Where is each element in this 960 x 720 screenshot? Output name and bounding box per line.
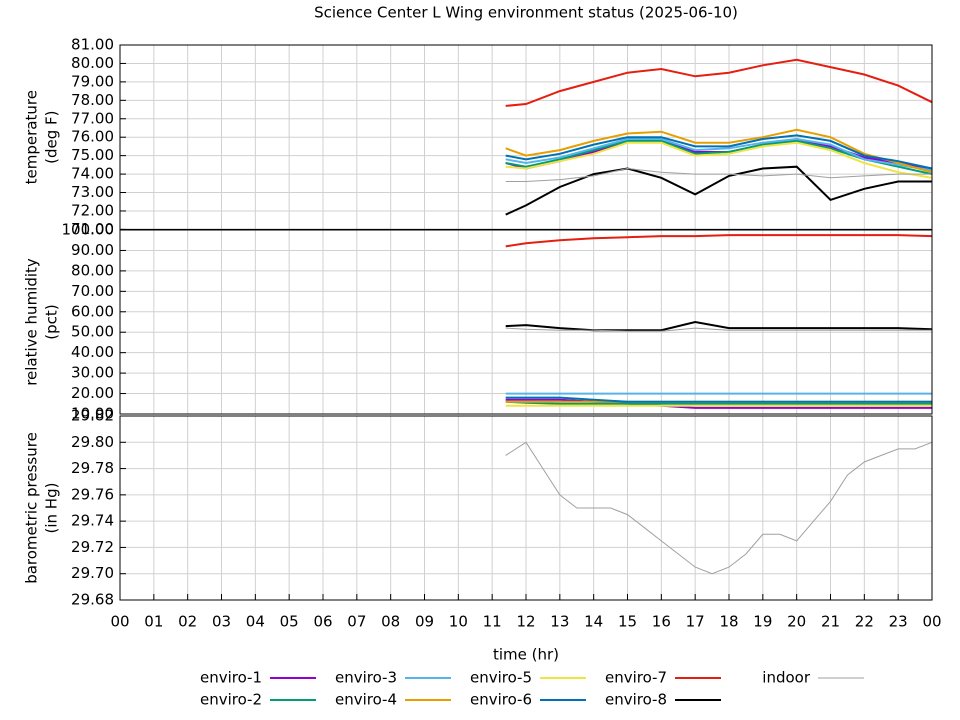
y-tick-label: 100.00: [62, 221, 115, 239]
plot-frame: [119, 229, 933, 415]
y-tick-label: 75.00: [71, 146, 114, 164]
y-tick-label: 74.00: [71, 165, 114, 183]
x-tick-label: 09: [415, 613, 434, 631]
y-tick-label: 71.00: [71, 220, 114, 238]
series-line: [505, 320, 933, 332]
y-tick-label: 80.00: [71, 261, 114, 279]
series-line: [505, 141, 933, 179]
x-tick-label: 03: [212, 613, 231, 631]
x-tick-label: 05: [280, 613, 299, 631]
y-tick-label: 40.00: [71, 343, 114, 361]
legend-label: enviro-7: [605, 669, 667, 687]
x-tick-label: 11: [483, 613, 502, 631]
series-line: [505, 234, 933, 248]
series-line: [505, 400, 932, 405]
x-tick-label: 16: [652, 613, 671, 631]
y-tick-label: 50.00: [71, 323, 114, 341]
legend-label: enviro-6: [470, 691, 532, 709]
series-line: [505, 441, 933, 575]
y-tick-label: 81.00: [71, 36, 114, 54]
y-tick-label: 76.00: [71, 128, 114, 146]
x-tick-label: 07: [347, 613, 366, 631]
y-tick-label: 78.00: [71, 91, 114, 109]
legend-label: enviro-8: [605, 691, 667, 709]
x-tick-label: 13: [550, 613, 569, 631]
x-tick-label: 06: [313, 613, 332, 631]
series-line: [505, 128, 933, 174]
y-tick-label: 77.00: [71, 109, 114, 127]
y-axis-label: (in Hg): [43, 483, 61, 534]
y-tick-label: 72.00: [71, 201, 114, 219]
x-tick-label: 20: [787, 613, 806, 631]
y-axis-label: relative humidity: [23, 258, 41, 386]
y-tick-label: 29.70: [71, 564, 114, 582]
x-tick-label: 22: [855, 613, 874, 631]
x-tick-label: 18: [719, 613, 738, 631]
legend-label: indoor: [762, 669, 811, 687]
x-tick-label: 01: [144, 613, 163, 631]
x-tick-label: 15: [618, 613, 637, 631]
y-tick-label: 29.78: [71, 459, 114, 477]
x-tick-label: 04: [246, 613, 265, 631]
x-tick-label: 00: [922, 613, 941, 631]
series-line: [505, 58, 933, 107]
x-tick-label: 10: [449, 613, 468, 631]
series-line: [505, 165, 932, 216]
y-tick-label: 30.00: [71, 364, 114, 382]
x-tick-label: 12: [516, 613, 535, 631]
x-tick-label: 21: [821, 613, 840, 631]
x-tick-label: 14: [584, 613, 603, 631]
y-axis-label: (deg F): [43, 111, 61, 164]
x-tick-label: 17: [686, 613, 705, 631]
series-line: [505, 137, 933, 172]
y-tick-label: 29.68: [71, 591, 114, 609]
x-tick-label: 19: [753, 613, 772, 631]
y-axis-label: barometric pressure: [23, 432, 41, 584]
legend-label: enviro-3: [335, 669, 397, 687]
y-tick-label: 29.82: [71, 407, 114, 425]
legend-label: enviro-5: [470, 669, 532, 687]
y-tick-label: 60.00: [71, 302, 114, 320]
y-tick-label: 29.76: [71, 485, 114, 503]
plot-frame: [119, 44, 933, 230]
y-tick-label: 70.00: [71, 282, 114, 300]
series-line: [505, 396, 932, 403]
y-axis-label: (pct): [43, 304, 61, 339]
series-line: [505, 327, 932, 332]
x-axis-label: time (hr): [493, 646, 559, 664]
x-tick-label: 08: [381, 613, 400, 631]
y-tick-label: 79.00: [71, 72, 114, 90]
y-tick-label: 29.74: [71, 512, 114, 530]
x-tick-label: 23: [889, 613, 908, 631]
y-tick-label: 29.80: [71, 433, 114, 451]
x-tick-label: 02: [178, 613, 197, 631]
x-tick-label: 00: [110, 613, 129, 631]
y-tick-label: 80.00: [71, 54, 114, 72]
series-line: [505, 167, 932, 182]
legend-label: enviro-4: [335, 691, 397, 709]
y-tick-label: 10.00: [71, 405, 114, 423]
chart-title: Science Center L Wing environment status…: [314, 4, 738, 22]
series-line: [505, 134, 933, 170]
y-axis-label: temperature: [23, 90, 41, 184]
y-tick-label: 20.00: [71, 384, 114, 402]
series-line: [505, 398, 932, 409]
y-tick-label: 29.72: [71, 538, 114, 556]
legend-label: enviro-1: [200, 669, 262, 687]
y-tick-label: 90.00: [71, 241, 114, 259]
y-tick-label: 73.00: [71, 183, 114, 201]
legend-label: enviro-2: [200, 691, 262, 709]
